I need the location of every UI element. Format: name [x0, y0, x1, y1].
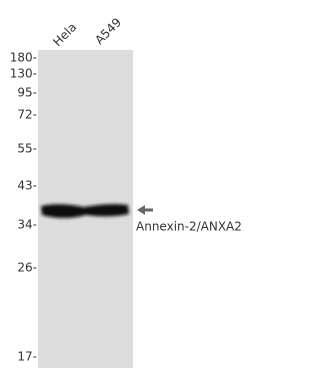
marker-label: 72- [17, 108, 37, 122]
western-blot: Hela A549 180- 130- 95- 72- 55- 43- 34- … [0, 0, 253, 369]
marker-label: 95- [17, 86, 37, 100]
lane-label: A549 [92, 15, 124, 47]
marker-label: 55- [17, 142, 37, 156]
lane-labels: Hela A549 [50, 15, 124, 49]
marker-label: 17- [17, 350, 37, 364]
target-label: Annexin-2/ANXA2 [136, 220, 242, 234]
marker-labels: 180- 130- 95- 72- 55- 43- 34- 26- 17- [10, 51, 37, 364]
marker-label: 130- [10, 67, 37, 81]
marker-label: 34- [17, 218, 37, 232]
lane-label: Hela [50, 20, 79, 49]
marker-label: 180- [10, 51, 37, 65]
marker-label: 26- [17, 261, 37, 275]
band-arrow [137, 205, 153, 215]
marker-label: 43- [17, 179, 37, 193]
